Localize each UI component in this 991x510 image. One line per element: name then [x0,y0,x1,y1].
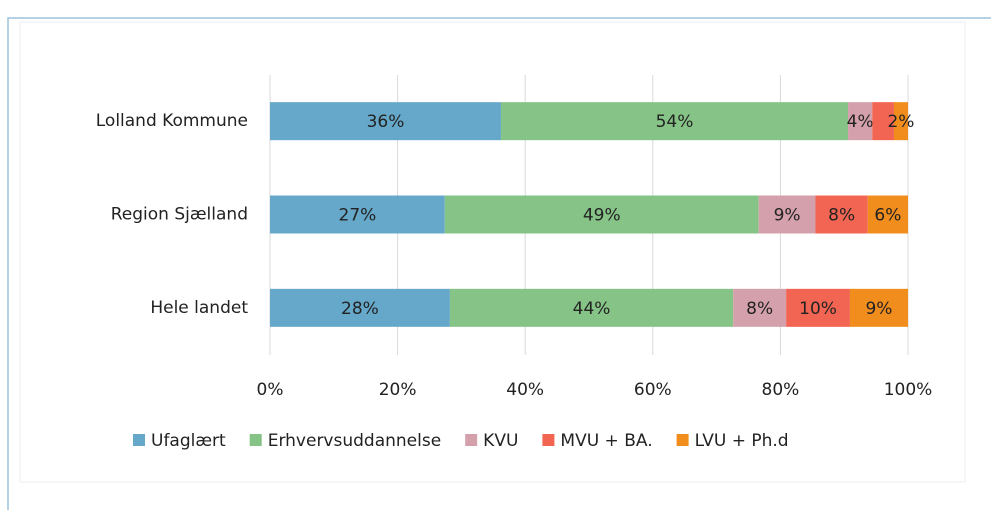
bar-segment [733,288,787,327]
x-tick-label: 40% [506,380,544,400]
legend-label: LVU + Ph.d [695,431,789,451]
bar-segment [444,195,759,234]
legend-swatch [465,434,478,446]
x-tick-label: 60% [634,380,672,400]
data-label: 44% [573,299,611,319]
legend-swatch [676,434,689,446]
y-tick-label: Lolland Kommune [96,111,248,131]
x-tick-label: 80% [762,380,800,400]
legend-label: Erhvervsuddannelse [268,431,441,451]
x-tick-label: 20% [379,380,417,400]
frame [7,17,991,510]
data-label: 27% [339,206,377,226]
data-label: 9% [865,299,892,319]
plot-frame [19,21,966,483]
y-tick-label: Region Sjælland [111,205,248,225]
x-tick-label: 100% [884,380,933,400]
bar-segment [893,102,908,141]
legend-label: MVU + BA. [560,431,652,451]
bar-segment [872,102,894,141]
data-label: 9% [774,206,801,226]
bar-segment [270,102,501,141]
data-label: 49% [583,206,621,226]
data-label: 28% [341,299,379,319]
legend-label: Ufaglært [151,431,226,451]
data-label: 6% [874,206,901,226]
bar-segment [849,288,908,327]
legend-label: KVU [483,431,518,451]
bar-segment [500,102,849,141]
bar-segment [758,195,816,234]
data-label: 8% [828,206,855,226]
legend-swatch [249,434,262,446]
x-tick-label: 0% [257,380,284,400]
bar-segment [867,195,908,234]
bar-segment [848,102,873,141]
bar-segment [786,288,850,327]
data-label: 4% [847,112,874,132]
data-label: 36% [367,112,405,132]
y-tick-label: Hele landet [150,298,248,318]
data-label: 8% [746,299,773,319]
bar-segment [449,288,734,327]
legend-swatch [542,434,555,446]
legend-swatch [133,434,145,446]
bar-segment [815,195,868,234]
data-label: 54% [656,112,694,132]
data-label: 2% [887,112,914,132]
bar-segment [270,288,450,327]
bar-segment [270,195,445,234]
data-label: 10% [799,299,837,319]
